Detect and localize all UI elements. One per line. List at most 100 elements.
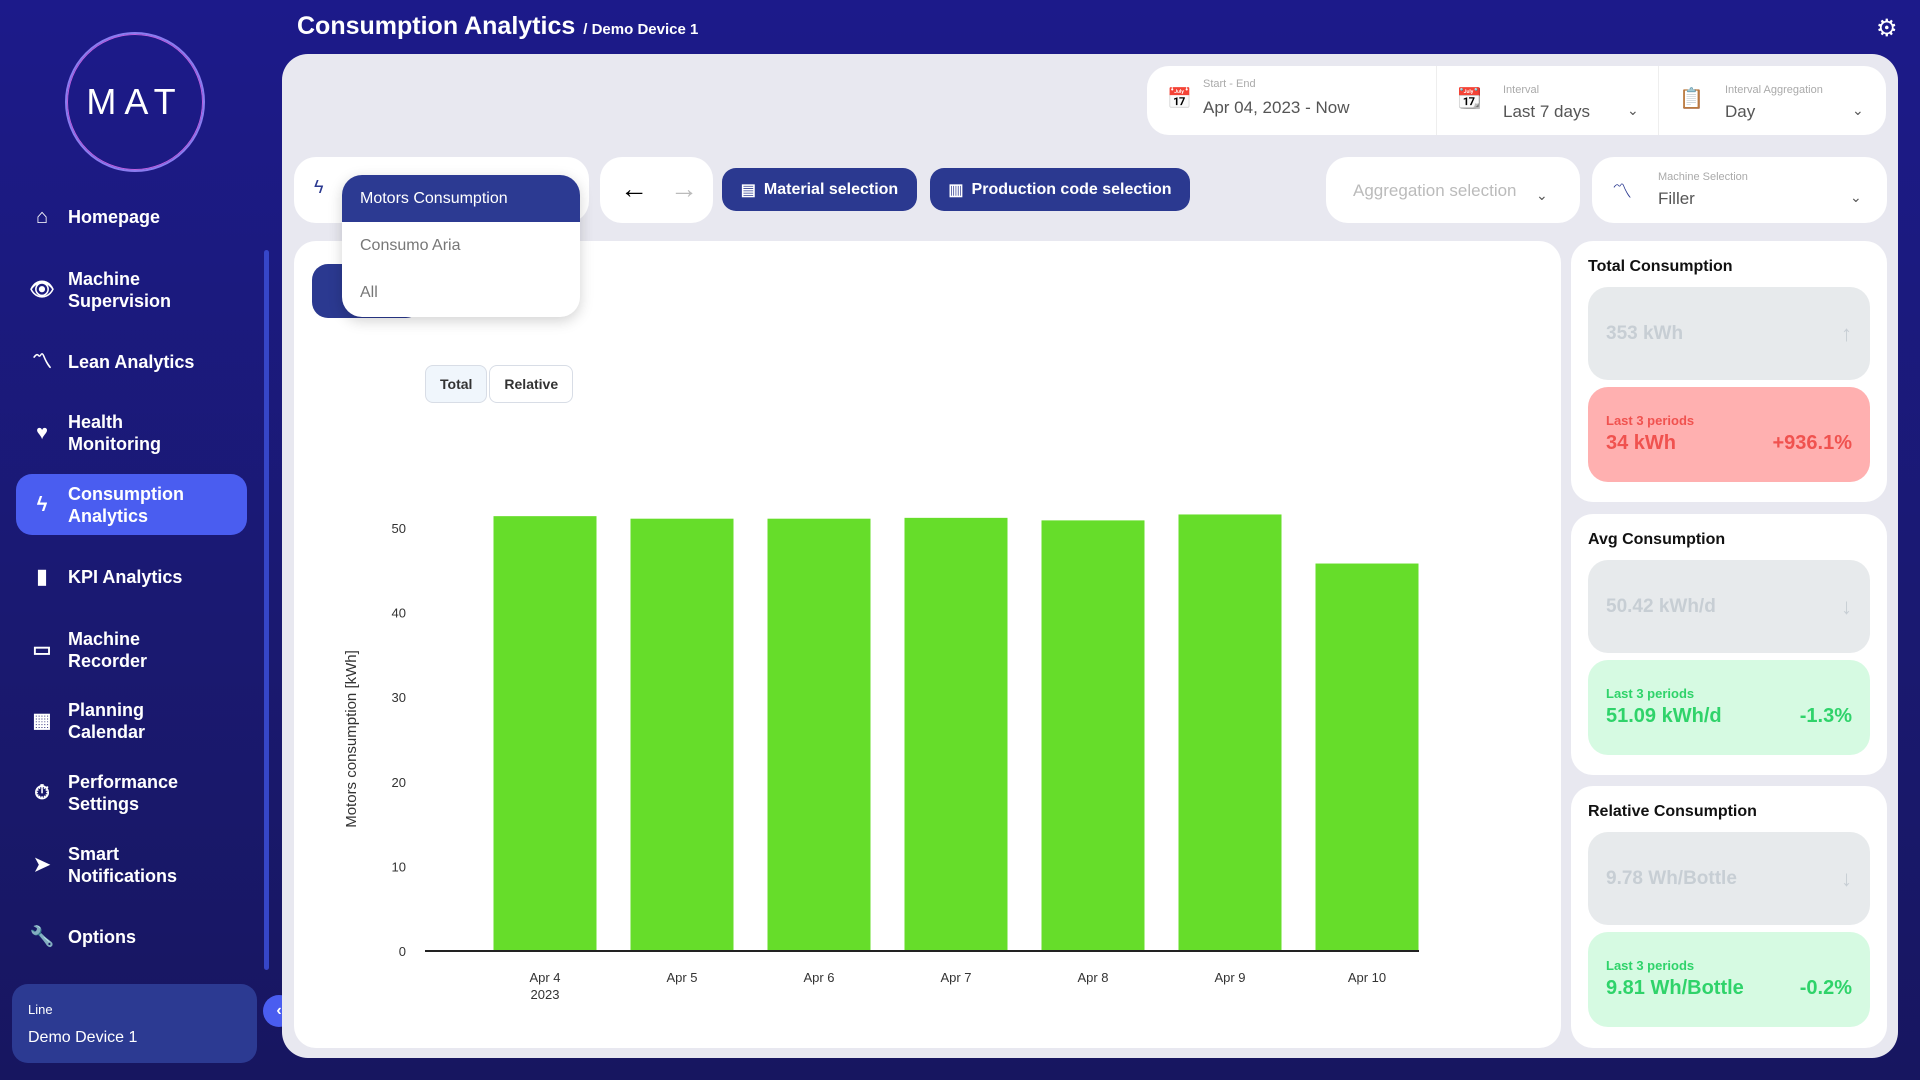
dropdown-option-consumo-aria[interactable]: Consumo Aria xyxy=(360,237,461,254)
heart-icon: ♥ xyxy=(36,422,48,444)
sidebar-item-consumption-analytics[interactable]: ϟ Consumption Analytics xyxy=(16,474,247,535)
stat-title: Avg Consumption xyxy=(1588,531,1726,548)
calendar-icon: ▦ xyxy=(32,710,52,732)
toggle-relative[interactable]: Relative xyxy=(489,365,574,403)
recorder-icon: ▭ xyxy=(32,639,52,661)
period-label: Last 3 periods xyxy=(1606,686,1695,701)
stat-main-value: 50.42 kWh/d xyxy=(1606,595,1716,617)
bar[interactable] xyxy=(904,517,1008,951)
y-tick-label: 50 xyxy=(392,521,406,536)
sidebar-item-label: Machine Supervision xyxy=(68,269,172,311)
stat-title: Total Consumption xyxy=(1588,258,1733,275)
sidebar-item-smart-notifications[interactable]: ➤ Smart Notifications xyxy=(16,843,247,887)
bar[interactable] xyxy=(630,518,734,951)
gear-icon[interactable]: ⚙ xyxy=(1876,15,1898,42)
stat-period: Last 3 periods 34 kWh +936.1% xyxy=(1588,387,1870,482)
bar[interactable] xyxy=(1041,520,1145,951)
dropdown-option-all[interactable]: All xyxy=(360,284,378,301)
consumption-bar-chart: 0 10 20 30 40 50 Apr 4 Apr 5 Apr 6 Apr 7 Apr 8 Apr … xyxy=(343,514,1419,1002)
machine-selection-select[interactable]: 〽 Machine Selection Filler ⌄ xyxy=(1592,157,1887,223)
stat-card: Total Consumption 353 kWh ↑ Last 3 period… xyxy=(1571,241,1887,502)
sidebar-item-kpi-analytics[interactable]: ▮ KPI Analytics xyxy=(16,555,247,599)
production-code-label: Production code selection xyxy=(971,180,1172,198)
chevron-down-icon: ⌄ xyxy=(1627,102,1639,118)
sidebar-item-label: Smart Notifications xyxy=(68,844,178,886)
sidebar-item-machine-recorder[interactable]: ▭ Machine Recorder xyxy=(16,628,247,672)
sidebar-item-planning-calendar[interactable]: ▦ Planning Calendar xyxy=(16,699,247,743)
interval-aggregation-select[interactable]: 📋 Interval Aggregation Day ⌄ xyxy=(1659,66,1886,135)
calendar-check-icon: 📅 xyxy=(1167,88,1192,110)
start-end-picker[interactable]: 📅 Start - End Apr 04, 2023 - Now xyxy=(1147,66,1437,135)
interval-select[interactable]: 📆 Interval Last 7 days ⌄ xyxy=(1437,66,1659,135)
production-code-selection-button[interactable]: ▥ Production code selection xyxy=(930,168,1190,211)
stopwatch-icon: ⏱ xyxy=(34,782,50,804)
arrow-down-icon: ↓ xyxy=(1841,865,1852,891)
y-tick-label: 40 xyxy=(392,606,406,621)
bar[interactable] xyxy=(1178,514,1282,951)
stat-main-value: 9.78 Wh/Bottle xyxy=(1606,867,1737,889)
stat-main: 50.42 kWh/d ↓ xyxy=(1588,560,1870,653)
material-selection-button[interactable]: ▤ Material selection xyxy=(722,168,917,211)
start-end-label: Start - End xyxy=(1203,78,1256,90)
sidebar-item-options[interactable]: 🔧 Options xyxy=(16,915,247,959)
period-label: Last 3 periods xyxy=(1606,413,1695,428)
line-selector[interactable]: Line Demo Device 1 xyxy=(12,984,257,1063)
x-tick-sublabel: 2023 xyxy=(531,987,560,1002)
period-value: 9.81 Wh/Bottle xyxy=(1606,977,1744,999)
material-icon: ▤ xyxy=(740,181,756,199)
trend-icon: 〽 xyxy=(1612,181,1632,203)
total-relative-toggle: Total Relative xyxy=(425,365,574,403)
page-title: Consumption Analytics / Demo Device 1 xyxy=(297,12,698,41)
stat-card: Avg Consumption 50.42 kWh/d ↓ Last 3 peri… xyxy=(1571,514,1887,775)
period-value: 34 kWh xyxy=(1606,432,1677,454)
start-end-value: Apr 04, 2023 - Now xyxy=(1203,98,1350,117)
bar[interactable] xyxy=(1315,563,1419,951)
aggregation-selection-placeholder: Aggregation selection xyxy=(1353,181,1517,200)
toggle-total[interactable]: Total xyxy=(425,365,488,403)
sidebar-item-label: Homepage xyxy=(68,207,161,227)
line-label: Line xyxy=(28,1002,53,1017)
aggregation-selection-select[interactable]: Aggregation selection ⌄ xyxy=(1326,157,1580,223)
sidebar-item-machine-supervision[interactable]: 👁 Machine Supervision xyxy=(16,268,247,312)
dropdown-option-motors[interactable]: Motors Consumption xyxy=(342,175,580,222)
period-change: -0.2% xyxy=(1799,977,1852,999)
sidebar-item-label: Performance Settings xyxy=(68,772,179,814)
wrench-icon: 🔧 xyxy=(29,926,55,948)
stat-main: 9.78 Wh/Bottle ↓ xyxy=(1588,832,1870,925)
stat-main: 353 kWh ↑ xyxy=(1588,287,1870,380)
sidebar-item-homepage[interactable]: ⌂ Homepage xyxy=(16,195,247,239)
logo: MAT xyxy=(65,32,205,172)
x-tick-label: Apr 4 xyxy=(529,970,560,985)
y-tick-label: 30 xyxy=(392,690,406,705)
chevron-down-icon: ⌄ xyxy=(1852,102,1864,118)
interval-aggregation-label: Interval Aggregation xyxy=(1725,84,1823,96)
bar[interactable] xyxy=(767,518,871,951)
line-value: Demo Device 1 xyxy=(28,1029,138,1046)
sidebar-item-health-monitoring[interactable]: ♥ Health Monitoring xyxy=(16,411,247,455)
eye-icon: 👁 xyxy=(29,279,55,301)
arrow-right-icon[interactable]: → xyxy=(670,173,698,204)
arrow-down-icon: ↓ xyxy=(1841,593,1852,619)
period-value: 51.09 kWh/d xyxy=(1606,705,1722,727)
sidebar-item-label: Consumption Analytics xyxy=(68,483,184,526)
barcode-icon: ▥ xyxy=(948,181,964,199)
bar-chart-icon: ▮ xyxy=(36,566,48,588)
sidebar-scrollbar[interactable] xyxy=(264,250,269,970)
x-tick-label: Apr 9 xyxy=(1214,970,1245,985)
title-text: Consumption Analytics xyxy=(297,12,576,40)
x-tick-label: Apr 8 xyxy=(1077,970,1108,985)
sidebar-item-lean-analytics[interactable]: 〽 Lean Analytics xyxy=(16,340,247,384)
trend-icon: 〽 xyxy=(32,351,52,373)
y-axis-label: Motors consumption [kWh] xyxy=(343,650,360,828)
y-tick-label: 10 xyxy=(392,859,406,874)
period-label: Last 3 periods xyxy=(1606,958,1695,973)
sidebar-item-label: Planning Calendar xyxy=(68,700,146,742)
period-change: +936.1% xyxy=(1772,432,1852,454)
arrow-left-icon[interactable]: ← xyxy=(620,173,648,204)
x-tick-label: Apr 6 xyxy=(803,970,834,985)
period-navigation: ← → xyxy=(600,157,713,223)
bar[interactable] xyxy=(493,516,597,951)
x-tick-label: Apr 5 xyxy=(666,970,697,985)
y-tick-label: 0 xyxy=(399,944,406,959)
sidebar-item-performance-settings[interactable]: ⏱ Performance Settings xyxy=(16,771,247,815)
